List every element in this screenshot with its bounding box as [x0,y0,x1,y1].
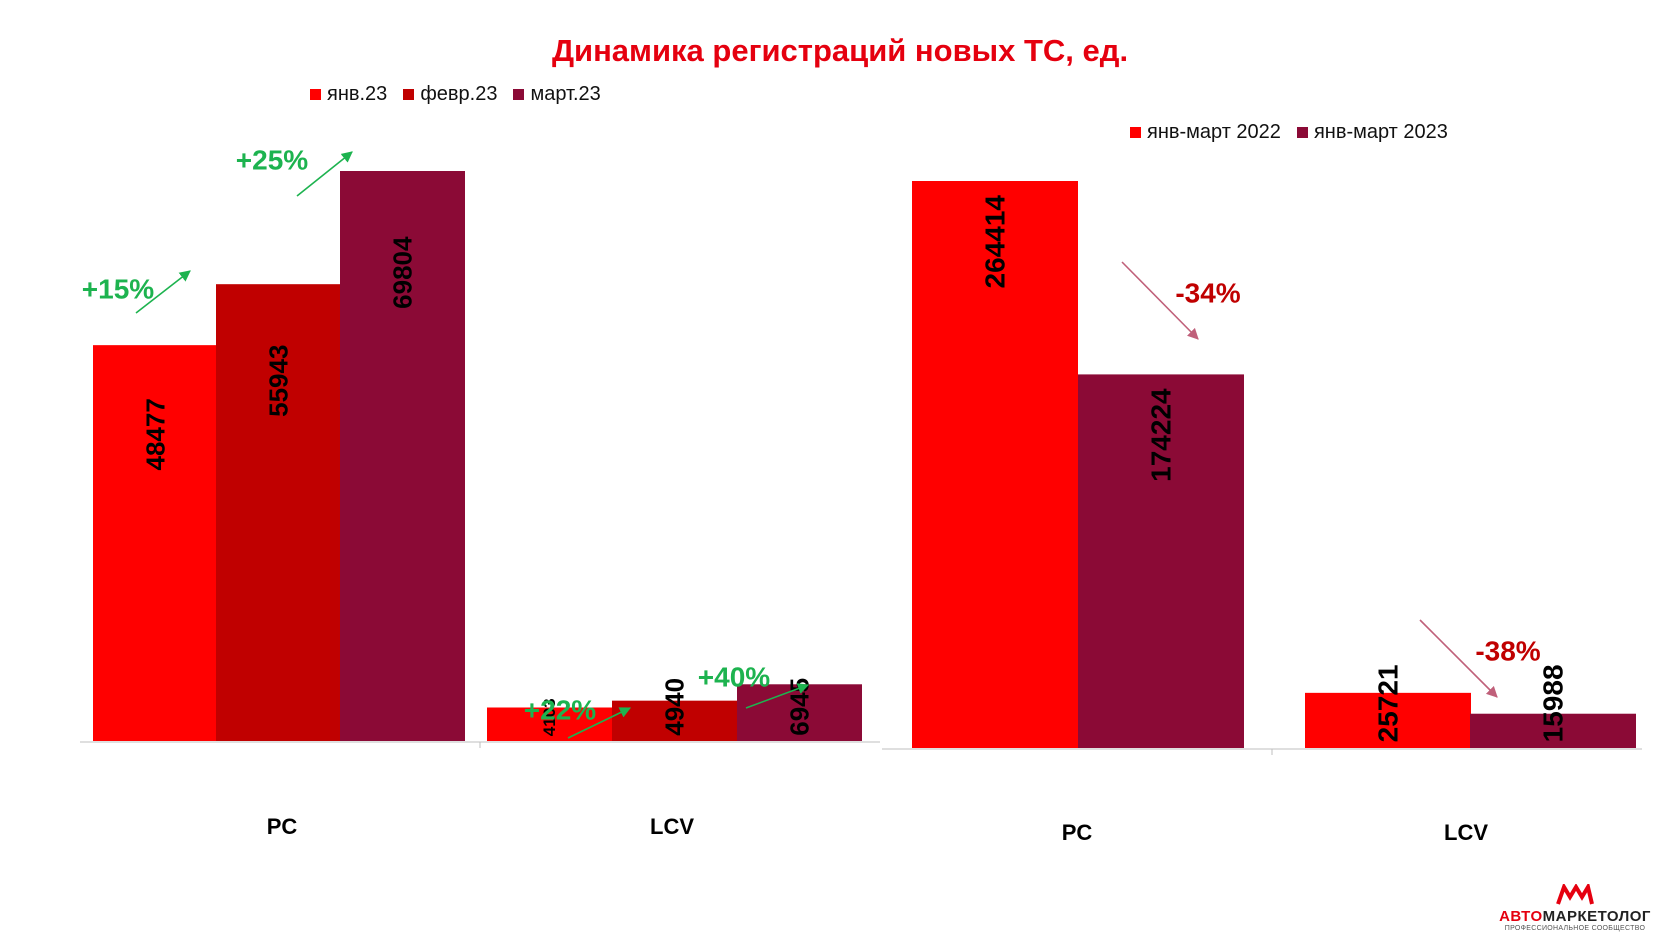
bar-pc-series-2 [340,171,465,741]
chart-title: Динамика регистраций новых ТС, ед. [551,33,1129,68]
trend-up-arrow-icon [135,270,191,314]
category-label-pc: PC [267,814,298,839]
bar-lcv-series-1 [612,700,737,741]
trend-down-arrow-icon [1121,261,1199,340]
bar-pc-series-0 [93,345,218,741]
legend-label: февр.23 [420,83,498,105]
legend-monthly: янв.23 февр.23 март.23 [310,83,617,106]
legend-item-feb: февр.23 [403,83,497,106]
bar-value-label: 15988 [1538,664,1569,742]
change-percent-label: +22% [524,695,596,726]
trend-up-arrow-icon [745,683,810,709]
legend-swatch [1130,127,1141,138]
bar-lcv-series-0 [487,707,612,741]
legend-swatch [1296,127,1308,138]
legend-label: март.23 [530,83,601,105]
bar-value-label: 55943 [264,345,294,417]
logo-brand: АВТОМАРКЕТОЛОГ [1499,908,1651,925]
change-percent-label: -38% [1475,636,1540,667]
trend-up-arrow-icon [296,151,353,197]
bar-value-label: 4103 [540,698,559,736]
bar-value-label: 6945 [785,678,815,736]
legend-yearly: янв-март 2022 янв-март 2023 [1130,121,1464,144]
legend-item-jan: янв.23 [310,83,387,106]
change-percent-label: -34% [1175,278,1240,309]
bar-value-label: 48477 [141,398,171,470]
legend-swatch [310,89,321,100]
legend-swatch [513,89,525,100]
bar-value-label: 264414 [980,195,1011,289]
change-percent-label: +25% [236,145,308,176]
logo-icon [1556,884,1594,905]
bar-lcv-series-1 [1470,713,1636,748]
bar-lcv-series-0 [1305,692,1471,748]
legend-item-mar: март.23 [513,83,601,106]
bar-value-label: 4940 [660,678,690,736]
category-label-pc: PC [1062,820,1093,845]
logo: АВТОМАРКЕТОЛОГ ПРОФЕССИОНАЛЬНОЕ СООБЩЕСТ… [1490,884,1660,932]
bar-pc-series-1 [1078,374,1244,748]
legend-label: янв-март 2022 [1147,121,1281,143]
trend-up-arrow-icon [567,707,632,739]
bar-pc-series-0 [912,181,1078,748]
logo-tagline: ПРОФЕССИОНАЛЬНОЕ СООБЩЕСТВО [1504,925,1646,932]
bar-value-label: 174224 [1146,388,1177,482]
change-percent-label: +15% [82,274,154,305]
bar-value-label: 25721 [1373,664,1404,742]
legend-label: янв.23 [327,83,388,105]
category-label-lcv: LCV [1444,820,1488,845]
bar-pc-series-1 [216,284,341,741]
bar-value-label: 69804 [388,236,418,309]
change-percent-label: +40% [698,662,770,693]
legend-swatch [403,89,415,100]
legend-item-2022: янв-март 2022 [1130,121,1281,144]
legend-item-2023: янв-март 2023 [1296,121,1448,144]
legend-label: янв-март 2023 [1313,121,1448,143]
trend-down-arrow-icon [1419,619,1498,698]
category-label-lcv: LCV [650,814,694,839]
